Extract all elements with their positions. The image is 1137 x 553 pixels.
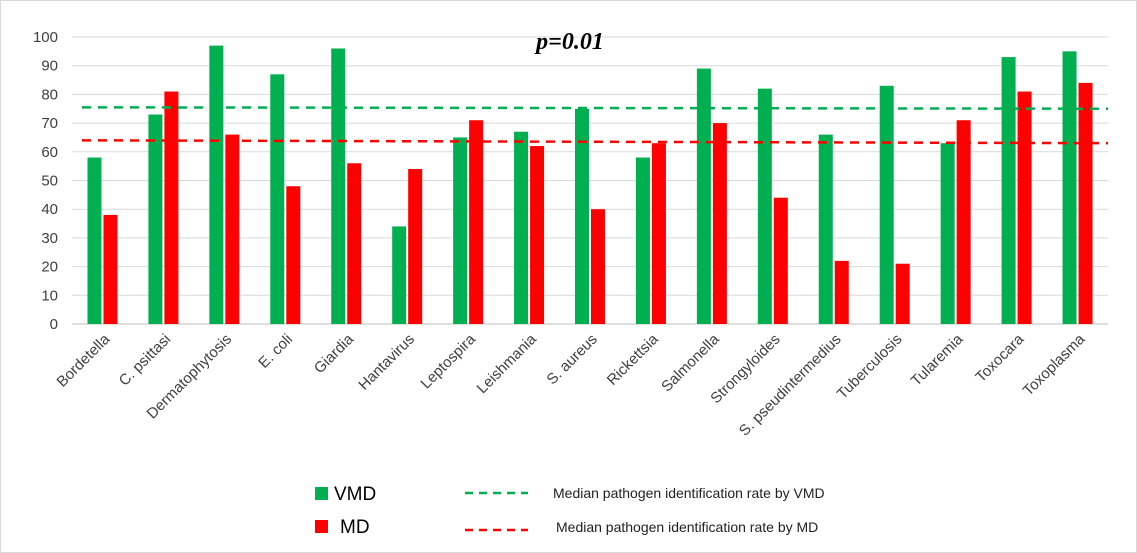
bar-md bbox=[834, 260, 849, 324]
x-category-label: Tularemia bbox=[908, 330, 967, 389]
x-category-label: Giardia bbox=[311, 330, 358, 377]
bar-vmd bbox=[209, 45, 224, 325]
bar-vmd bbox=[1001, 57, 1016, 325]
bar-vmd bbox=[879, 85, 894, 324]
y-tick-label: 100 bbox=[33, 29, 58, 46]
bar-vmd bbox=[696, 68, 711, 324]
x-category-label: Toxocara bbox=[972, 330, 1028, 386]
bar-md bbox=[530, 146, 545, 324]
x-category-label: Bordetella bbox=[54, 330, 114, 390]
bar-vmd bbox=[453, 137, 468, 324]
bar-vmd bbox=[1062, 51, 1077, 324]
y-tick-label: 10 bbox=[41, 287, 58, 304]
bar-md bbox=[103, 214, 118, 324]
bar-vmd bbox=[575, 108, 589, 324]
bar-vmd bbox=[940, 143, 955, 324]
reference-lines bbox=[81, 106, 1109, 145]
bar-md bbox=[956, 120, 971, 324]
bar-md bbox=[286, 186, 301, 324]
bar-md bbox=[225, 134, 240, 324]
bar-md bbox=[591, 209, 605, 324]
y-tick-label: 30 bbox=[41, 230, 58, 247]
bar-md bbox=[408, 169, 423, 324]
bar-vmd bbox=[270, 74, 285, 324]
y-tick-label: 90 bbox=[41, 58, 58, 75]
y-tick-label: 40 bbox=[41, 201, 58, 218]
gridlines bbox=[72, 36, 1108, 325]
bar-md bbox=[773, 197, 788, 324]
y-tick-label: 50 bbox=[41, 173, 58, 190]
legend-swatch-md bbox=[315, 520, 328, 533]
y-tick-label: 0 bbox=[50, 316, 58, 333]
y-tick-label: 20 bbox=[41, 259, 58, 276]
legend-label-vmd: VMD bbox=[334, 484, 376, 505]
x-category-label: Tuberculosis bbox=[834, 331, 906, 403]
y-axis-ticks: 0 10 20 30 40 50 60 70 80 90 100 bbox=[33, 29, 58, 333]
x-category-label: S. pseudintermedius bbox=[736, 331, 845, 440]
median-line-vmd bbox=[81, 106, 1109, 110]
x-category-label: Salmonella bbox=[658, 330, 723, 395]
x-category-label: C. psittasi bbox=[116, 331, 175, 390]
legend-label-median-vmd: Median pathogen identification rate by V… bbox=[553, 485, 825, 501]
bar-md bbox=[347, 163, 362, 324]
x-category-label: Leptospira bbox=[417, 330, 479, 392]
bar-md bbox=[469, 120, 484, 324]
y-tick-label: 60 bbox=[41, 144, 58, 161]
bar-md bbox=[712, 123, 727, 324]
legend-label-md: MD bbox=[340, 517, 370, 538]
bar-md bbox=[164, 91, 179, 324]
median-line-md bbox=[81, 139, 1109, 145]
bar-vmd bbox=[331, 48, 346, 324]
legend-label-median-md: Median pathogen identification rate by M… bbox=[556, 519, 818, 535]
x-category-label: Rickettsia bbox=[604, 330, 662, 388]
bar-vmd bbox=[514, 131, 529, 324]
x-category-label: Hantavirus bbox=[355, 331, 418, 394]
bar-vmd bbox=[87, 157, 102, 324]
bar-vmd bbox=[392, 226, 407, 324]
y-tick-label: 70 bbox=[41, 115, 58, 132]
x-category-label: Leishmania bbox=[474, 330, 541, 397]
x-category-label: E. coli bbox=[255, 331, 296, 372]
x-category-label: Toxoplasma bbox=[1020, 330, 1089, 399]
x-category-label: S. aureus bbox=[543, 331, 600, 388]
bar-vmd bbox=[757, 88, 772, 324]
legend: VMD MD Median pathogen identification ra… bbox=[315, 484, 825, 538]
bar-md bbox=[1078, 82, 1093, 324]
p-value-annotation: p=0.01 bbox=[534, 29, 604, 55]
bar-md bbox=[1017, 91, 1032, 324]
bar-md bbox=[895, 263, 910, 324]
legend-swatch-vmd bbox=[315, 487, 328, 500]
bars bbox=[87, 45, 1093, 325]
bar-vmd bbox=[635, 157, 650, 324]
bar-vmd bbox=[148, 114, 163, 325]
bar-md bbox=[651, 143, 666, 324]
bar-vmd bbox=[818, 134, 833, 324]
y-tick-label: 80 bbox=[41, 86, 58, 103]
